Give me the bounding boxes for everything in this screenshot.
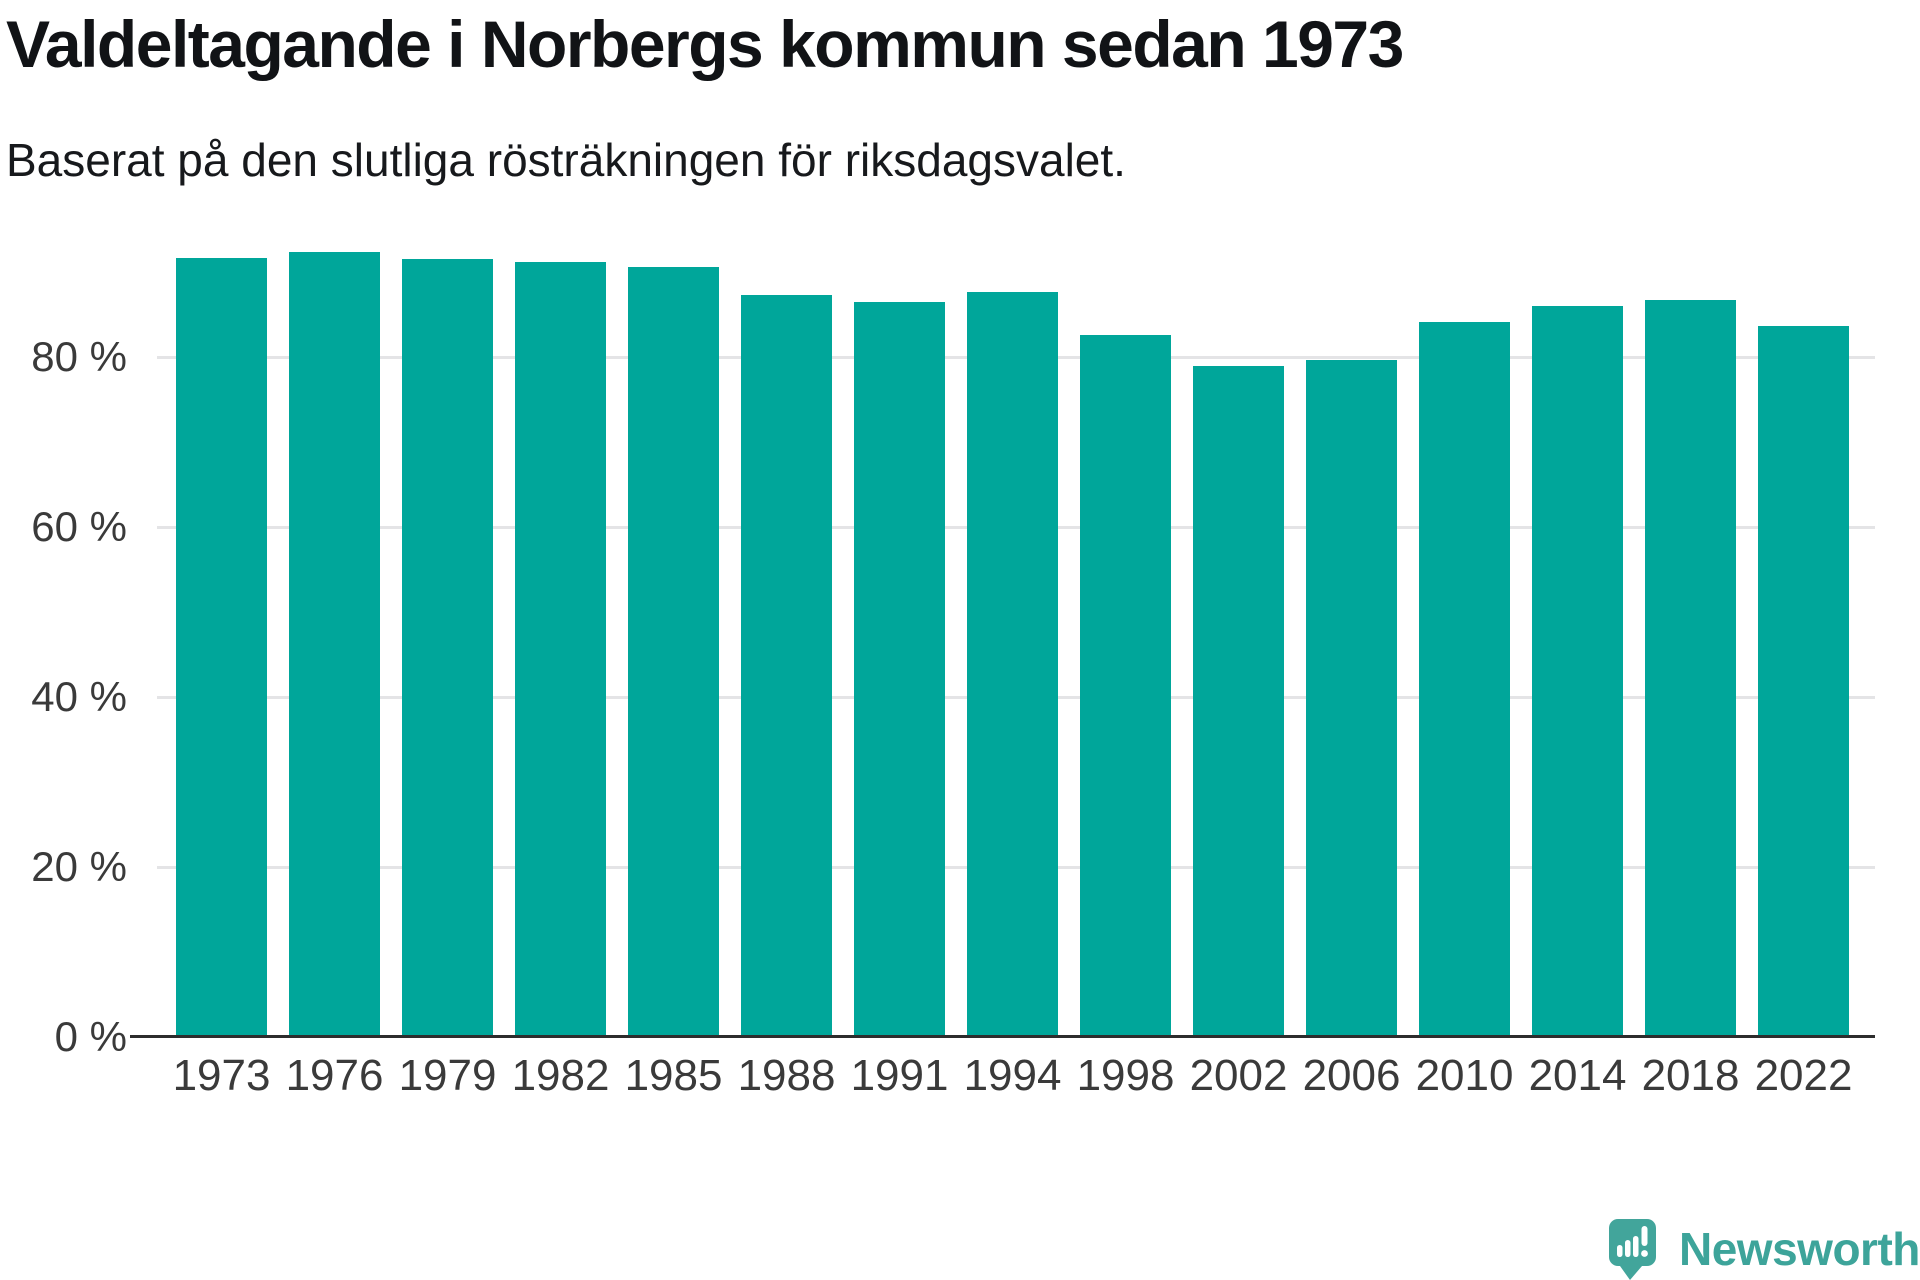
x-tick-label-2006: 2006 xyxy=(1302,1051,1401,1100)
y-tick-label-60: 60 % xyxy=(31,503,127,550)
x-tick-label-2010: 2010 xyxy=(1415,1051,1514,1100)
x-tick-label-2022: 2022 xyxy=(1754,1051,1853,1100)
bar-2006 xyxy=(1306,360,1397,1037)
x-tick-label-1973: 1973 xyxy=(172,1051,271,1100)
bar-1973 xyxy=(176,258,267,1037)
x-axis-line xyxy=(130,1035,1875,1038)
chart-title: Valdeltagande i Norbergs kommun sedan 19… xyxy=(6,7,1404,81)
x-tick-label-1985: 1985 xyxy=(624,1051,723,1100)
chart-subtitle: Baserat på den slutliga rösträkningen fö… xyxy=(6,134,1126,186)
bar-2002 xyxy=(1193,365,1284,1037)
y-axis-labels: 0 % 20 % 40 % 60 % 80 % xyxy=(0,187,127,1060)
x-tick-label-1994: 1994 xyxy=(963,1051,1062,1100)
x-tick-label-2002: 2002 xyxy=(1189,1051,1288,1100)
bar-1988 xyxy=(741,294,832,1037)
x-tick-label-1982: 1982 xyxy=(511,1051,610,1100)
x-tick-label-1988: 1988 xyxy=(737,1051,836,1100)
newsworthy-logo-icon xyxy=(1609,1219,1656,1280)
bar-1979 xyxy=(402,259,493,1037)
x-tick-label-2014: 2014 xyxy=(1528,1051,1627,1100)
bar-chart-plot xyxy=(157,187,1875,1037)
bar-1982 xyxy=(515,261,606,1037)
x-tick-label-1979: 1979 xyxy=(398,1051,497,1100)
newsworthy-logo: Newsworthy xyxy=(1608,1218,1920,1280)
x-tick-label-1976: 1976 xyxy=(285,1051,384,1100)
x-tick-label-1998: 1998 xyxy=(1076,1051,1175,1100)
bar-2014 xyxy=(1532,306,1623,1037)
y-tick-label-40: 40 % xyxy=(31,673,127,720)
bar-1991 xyxy=(854,301,945,1037)
bar-1998 xyxy=(1080,334,1171,1037)
y-tick-label-80: 80 % xyxy=(31,333,127,380)
newsworthy-logo-text: Newsworthy xyxy=(1679,1223,1920,1275)
x-tick-label-2018: 2018 xyxy=(1641,1051,1740,1100)
y-tick-label-20: 20 % xyxy=(31,843,127,890)
bar-2022 xyxy=(1758,326,1849,1037)
x-axis-labels: 1973 1976 1979 1982 1985 1988 1991 1994 1998 2002… xyxy=(157,1050,1875,1102)
x-tick-label-1991: 1991 xyxy=(850,1051,949,1100)
bar-2018 xyxy=(1645,300,1736,1037)
y-tick-label-0: 0 % xyxy=(54,1013,127,1060)
bar-1985 xyxy=(628,266,719,1037)
bar-1976 xyxy=(289,251,380,1037)
bar-2010 xyxy=(1419,322,1510,1037)
bar-1994 xyxy=(967,292,1058,1037)
